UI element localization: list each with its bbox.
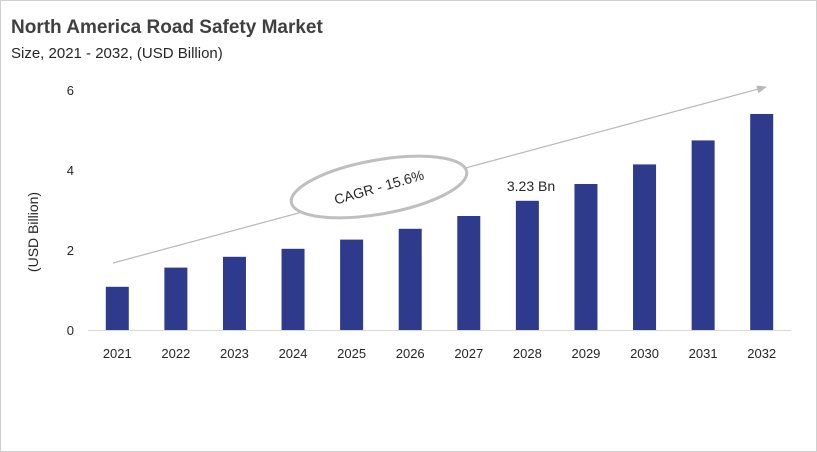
- bar-2028: [515, 200, 539, 330]
- bar-2023: [222, 256, 246, 330]
- y-tick-label: 4: [67, 163, 74, 178]
- x-tick-label: 2027: [454, 346, 483, 361]
- chart-title: North America Road Safety Market: [11, 17, 323, 38]
- y-axis: 0 2 4 6: [67, 83, 74, 338]
- bar-2024: [281, 248, 305, 330]
- x-tick-label: 2023: [220, 346, 249, 361]
- value-label-2028: 3.23 Bn: [507, 178, 555, 194]
- bar-2026: [398, 228, 422, 330]
- bars-group: [105, 114, 774, 330]
- x-tick-label: 2030: [630, 346, 659, 361]
- chart-subtitle: Size, 2021 - 2032, (USD Billion): [11, 45, 223, 62]
- x-tick-label: 2025: [337, 346, 366, 361]
- y-axis-label: (USD Billion): [25, 192, 41, 272]
- cagr-ellipse: [289, 154, 469, 220]
- bar-2027: [457, 216, 481, 330]
- x-tick-label: 2024: [279, 346, 308, 361]
- y-tick-label: 2: [67, 243, 74, 258]
- bar-2025: [340, 239, 364, 330]
- bar-2030: [633, 164, 657, 330]
- x-axis: 2021 2022 2023 2024 2025 2026 2027 2028 2029 2030…: [103, 346, 776, 361]
- bar-2022: [164, 267, 188, 330]
- x-tick-label: 2022: [161, 346, 190, 361]
- x-tick-label: 2021: [103, 346, 132, 361]
- bar-2031: [691, 140, 715, 330]
- x-tick-label: 2031: [689, 346, 718, 361]
- y-tick-label: 0: [67, 323, 74, 338]
- cagr-callout: CAGR - 15.6%: [289, 154, 469, 220]
- bar-2032: [750, 114, 774, 330]
- bar-2029: [574, 184, 598, 330]
- x-tick-label: 2032: [747, 346, 776, 361]
- y-tick-label: 6: [67, 83, 74, 98]
- x-tick-label: 2026: [396, 346, 425, 361]
- x-tick-label: 2029: [571, 346, 600, 361]
- x-tick-label: 2028: [513, 346, 542, 361]
- bar-2021: [105, 286, 129, 330]
